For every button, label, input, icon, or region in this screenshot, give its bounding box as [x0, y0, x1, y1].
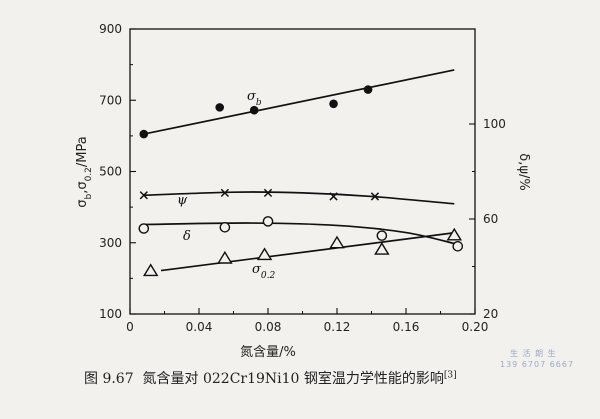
point-delta	[376, 230, 388, 241]
point-sigma-02	[217, 250, 233, 264]
x-tick-label: 0.08	[255, 320, 282, 334]
point-sigma-02	[329, 235, 345, 249]
y-left-tick-label: 100	[99, 307, 122, 321]
point-sigma-b	[139, 129, 149, 139]
point-delta	[262, 216, 274, 227]
curve-delta	[143, 222, 458, 246]
point-psi	[370, 192, 380, 201]
x-tick-label: 0.04	[186, 320, 213, 334]
point-sigma-02	[374, 242, 390, 255]
x-tick-label: 0.20	[462, 320, 489, 334]
plot-frame	[129, 28, 476, 315]
series-label-psi: ψ	[177, 193, 188, 208]
series-label-sigma-b: σb	[247, 89, 262, 108]
point-delta	[138, 223, 150, 234]
y-left-axis-title: σb,σ0.2/MPa	[75, 136, 94, 208]
axes-layer: 0 0.04 0.08 0.12 0.16 0.20 100 300 500 700 900 20 60…	[99, 22, 506, 334]
point-sigma-02	[446, 227, 463, 241]
point-psi	[263, 188, 273, 198]
y-left-tick-label: 700	[99, 93, 122, 107]
svg-text:δ,ψ/%: δ,ψ/%	[516, 153, 531, 190]
point-psi	[329, 192, 338, 201]
x-tick-label: 0.12	[324, 320, 351, 334]
curve-sigma-02	[160, 231, 455, 272]
series-label-sigma-02: σ0.2	[252, 262, 275, 281]
y-left-tick-label: 500	[99, 165, 122, 179]
curve-sigma-b	[143, 69, 455, 135]
point-psi	[139, 191, 148, 200]
y-right-tick-label: 60	[483, 212, 498, 226]
point-delta	[219, 222, 231, 233]
point-sigma-b	[363, 85, 373, 94]
curve-psi	[143, 191, 455, 205]
point-delta	[452, 241, 464, 252]
series-label-delta: δ	[183, 229, 191, 244]
watermark-name: 生 活 朗 生	[510, 349, 557, 358]
caption-reference: [3]	[443, 370, 457, 381]
point-sigma-b	[329, 99, 338, 109]
y-right-axis-title: δ,ψ/%	[516, 153, 531, 190]
y-right-tick-label: 20	[483, 307, 498, 321]
x-tick-label: 0	[126, 320, 134, 334]
point-sigma-b	[249, 105, 259, 115]
x-axis-title: 氮含量/%	[240, 344, 296, 360]
caption-text: 氮含量对 022Cr19Ni10 钢室温力学性能的影响	[142, 371, 444, 387]
y-right-tick-label: 100	[483, 117, 506, 131]
curves-layer	[143, 69, 458, 272]
watermark-phone: 139 6707 6667	[500, 360, 575, 369]
point-sigma-02	[256, 247, 273, 261]
figure-caption: 图 9.67 氮含量对 022Cr19Ni10 钢室温力学性能的影响[3]	[84, 368, 594, 388]
point-sigma-02	[142, 263, 159, 277]
point-sigma-b	[215, 103, 224, 112]
y-left-tick-label: 300	[99, 236, 122, 250]
svg-text:σb,σ0.2/MPa: σb,σ0.2/MPa	[75, 136, 94, 208]
caption-number: 图 9.67	[84, 371, 134, 387]
point-psi	[220, 188, 230, 198]
x-tick-label: 0.16	[393, 320, 420, 334]
markers-layer	[138, 85, 464, 277]
y-left-tick-label: 900	[99, 22, 122, 36]
